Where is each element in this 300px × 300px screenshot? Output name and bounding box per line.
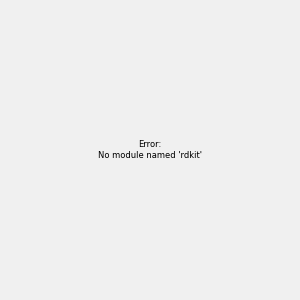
Text: Error:
No module named 'rdkit': Error: No module named 'rdkit' [98, 140, 202, 160]
